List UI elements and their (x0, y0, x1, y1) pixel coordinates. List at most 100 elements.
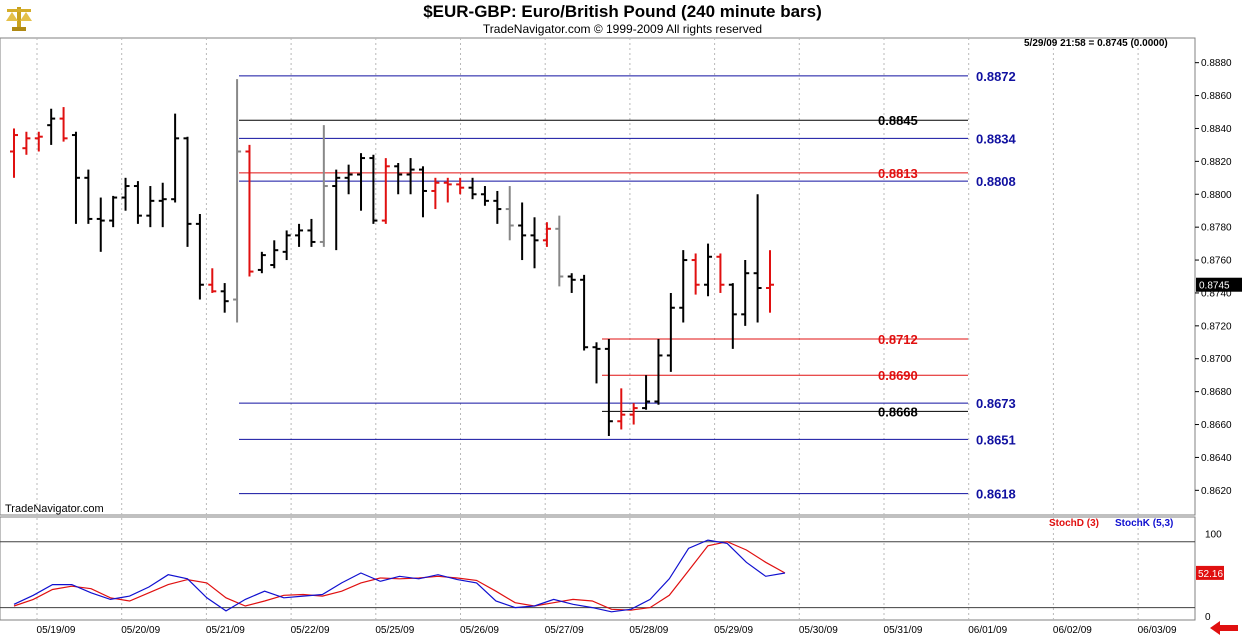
ohlc-bar (443, 177, 452, 203)
last-price-label: 0.8745 (1199, 281, 1230, 292)
ohlc-bar (109, 195, 118, 228)
ohlc-bar (195, 213, 204, 300)
x-tick-label: 05/21/09 (206, 625, 245, 636)
level-label: 0.8834 (976, 131, 1017, 146)
ohlc-bar (22, 131, 31, 155)
ohlc-bar (84, 169, 93, 224)
y-tick-label: 0.8660 (1201, 420, 1232, 431)
ohlc-bar (245, 144, 254, 277)
ohlc-bar (728, 283, 737, 349)
ohlc-bar (666, 292, 675, 372)
x-tick-label: 05/22/09 (291, 625, 330, 636)
x-tick-label: 05/20/09 (121, 625, 160, 636)
ohlc-bar (753, 194, 762, 323)
ohlc-bar (344, 164, 353, 195)
stoch-series-line (13, 541, 786, 611)
y-tick-label: 0.8740 (1201, 288, 1232, 299)
level-label: 0.8845 (878, 113, 918, 128)
ohlc-bar (270, 240, 279, 269)
watermark: TradeNavigator.com (5, 503, 104, 515)
price-pane-frame (0, 37, 1196, 516)
ohlc-bar (257, 251, 266, 274)
ohlc-bar (592, 342, 601, 384)
ohlc-bar (456, 177, 465, 195)
ohlc-bar (716, 253, 725, 293)
ohlc-bar (518, 202, 527, 261)
stoch-y-tick-label: 100 (1205, 529, 1222, 540)
ohlc-bar (567, 273, 576, 293)
ohlc-bar (617, 388, 626, 430)
y-tick-label: 0.8780 (1201, 223, 1232, 234)
ohlc-bar (381, 158, 390, 224)
stoch-series-line (13, 539, 786, 613)
ohlc-bar (319, 125, 328, 247)
ohlc-bar (431, 177, 440, 210)
ohlc-bar (530, 217, 539, 269)
ohlc-bar (183, 136, 192, 247)
y-tick-label: 0.8860 (1201, 91, 1232, 102)
ohlc-bar (654, 339, 663, 405)
ohlc-bar (133, 181, 142, 224)
x-tick-label: 05/31/09 (884, 625, 923, 636)
ohlc-bar (158, 182, 167, 228)
y-tick-label: 0.8840 (1201, 124, 1232, 135)
price-readout: 5/29/09 21:58 = 0.8745 (0.0000) (1024, 38, 1168, 49)
level-label: 0.8673 (976, 396, 1016, 411)
stoch-y-tick-label: 0 (1205, 612, 1211, 623)
ohlc-bar (171, 113, 180, 203)
ohlc-bar (580, 274, 589, 351)
ohlc-bar (208, 268, 217, 293)
ohlc-bar (34, 131, 43, 152)
x-tick-label: 05/28/09 (629, 625, 668, 636)
ohlc-bar (96, 197, 105, 252)
stoch-last-value-tag (1196, 565, 1224, 580)
level-label: 0.8813 (878, 166, 918, 181)
ohlc-bar (406, 158, 415, 195)
x-tick-label: 05/19/09 (37, 625, 76, 636)
gold-scales-logo-icon (6, 7, 32, 31)
y-tick-label: 0.8800 (1201, 190, 1232, 201)
y-tick-label: 0.8640 (1201, 453, 1232, 464)
ohlc-bar (369, 154, 378, 224)
x-tick-label: 05/27/09 (545, 625, 584, 636)
x-tick-label: 05/25/09 (375, 625, 414, 636)
ohlc-bar (59, 107, 68, 142)
ohlc-bar (282, 230, 291, 261)
ohlc-bar (542, 222, 551, 247)
ohlc-bar (741, 260, 750, 326)
scroll-left-arrow-icon[interactable] (1208, 620, 1240, 636)
ohlc-bar (505, 186, 514, 241)
ohlc-bar (121, 177, 130, 211)
x-tick-label: 06/02/09 (1053, 625, 1092, 636)
ohlc-bar (233, 79, 242, 323)
ohlc-bar (642, 375, 651, 410)
ohlc-bar (357, 153, 366, 211)
level-label: 0.8618 (976, 487, 1016, 502)
ohlc-bar (679, 250, 688, 323)
ohlc-bar (418, 166, 427, 218)
x-tick-label: 06/01/09 (968, 625, 1007, 636)
ohlc-bar (493, 190, 502, 224)
ohlc-bar (307, 218, 316, 247)
x-tick-label: 06/03/09 (1138, 625, 1177, 636)
ohlc-bar (604, 339, 613, 437)
ohlc-bar (332, 169, 341, 251)
last-price-tag (1196, 277, 1242, 292)
ohlc-bar (71, 131, 80, 224)
ohlc-bar (704, 243, 713, 297)
level-label: 0.8712 (878, 332, 918, 347)
x-tick-label: 05/29/09 (714, 625, 753, 636)
level-label: 0.8872 (976, 69, 1016, 84)
level-label: 0.8808 (976, 174, 1016, 189)
y-tick-label: 0.8820 (1201, 157, 1232, 168)
y-tick-label: 0.8620 (1201, 486, 1232, 497)
ohlc-bar (47, 108, 56, 145)
ohlc-bar (146, 186, 155, 228)
stoch-last-value-label: 52.16 (1198, 569, 1223, 580)
stoch-d-legend: StochD (3) (1049, 518, 1099, 529)
y-tick-label: 0.8760 (1201, 256, 1232, 267)
chart-title: $EUR-GBP: Euro/British Pound (240 minute… (423, 2, 822, 21)
x-tick-label: 05/26/09 (460, 625, 499, 636)
ohlc-bar (629, 403, 638, 425)
ohlc-bar (480, 186, 489, 206)
